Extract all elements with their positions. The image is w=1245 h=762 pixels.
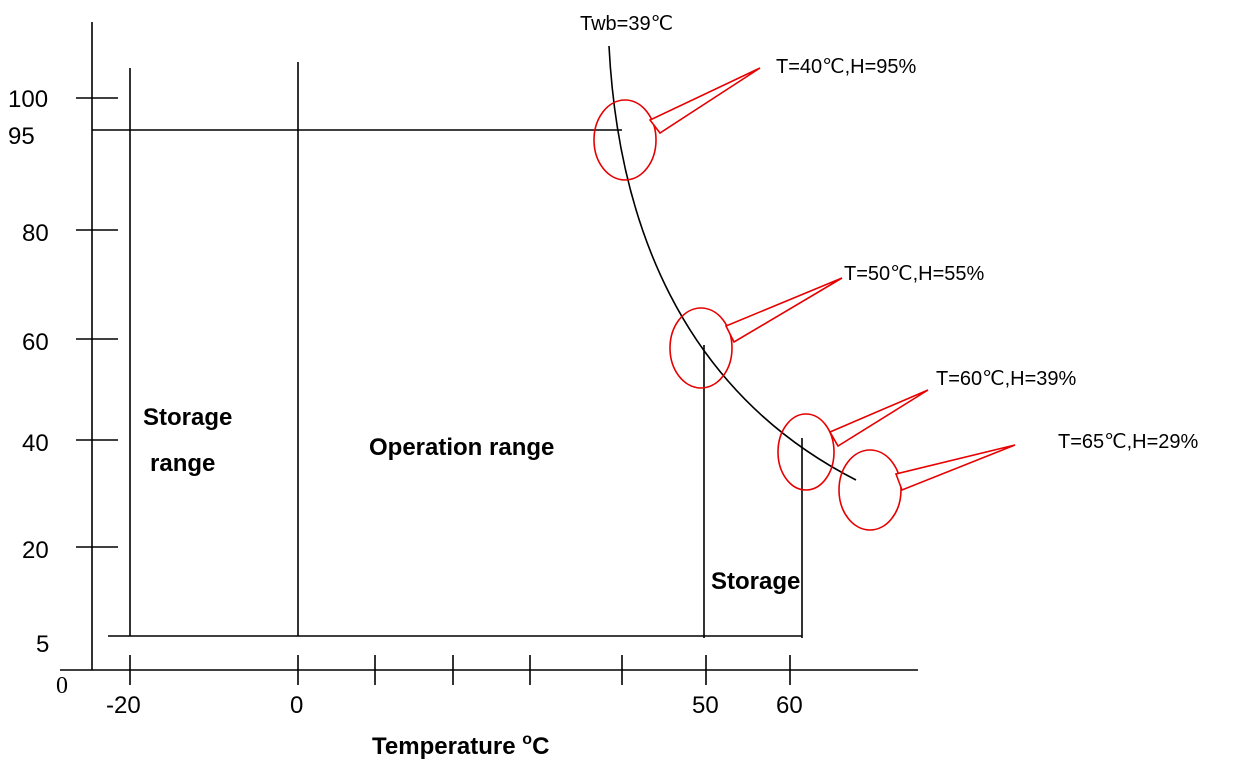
annotation-60c: T=60℃,H=39% [936, 368, 1077, 390]
y-tick-label: 60 [22, 329, 49, 356]
y-tick-label: 5 [36, 631, 49, 658]
callout-40c [593, 67, 761, 181]
annotation-50c: T=50℃,H=55% [844, 263, 985, 285]
y-tick-label: 40 [22, 430, 49, 457]
x-axis-title: Temperature oC [372, 731, 549, 760]
y-tick-label: 80 [22, 220, 49, 247]
region-storage-left-line2: range [150, 450, 215, 477]
region-operation: Operation range [369, 434, 554, 461]
x-axis-title-text: Temperature [372, 733, 522, 760]
x-tick-label: 0 [290, 692, 303, 719]
callout-65c [838, 444, 1016, 531]
degree-mark: o [522, 731, 532, 748]
origin-label: 0 [56, 673, 68, 699]
callout-50c [669, 277, 843, 389]
annotation-65c: T=65℃,H=29% [1058, 431, 1199, 453]
callout-60c [777, 389, 929, 491]
curve-label: Twb=39℃ [580, 13, 673, 35]
x-tick-label: -20 [106, 692, 141, 719]
x-axis-unit: C [532, 733, 549, 760]
x-tick-label: 50 [692, 692, 719, 719]
y-tick-label: 95 [8, 123, 35, 150]
y-tick-label: 20 [22, 537, 49, 564]
annotation-40c: T=40℃,H=95% [776, 56, 917, 78]
region-storage-right: Storage [711, 568, 800, 595]
region-storage-left-line1: Storage [143, 404, 232, 431]
y-tick-label: 100 [8, 86, 48, 113]
wet-bulb-curve [608, 45, 857, 481]
x-tick-label: 60 [776, 692, 803, 719]
